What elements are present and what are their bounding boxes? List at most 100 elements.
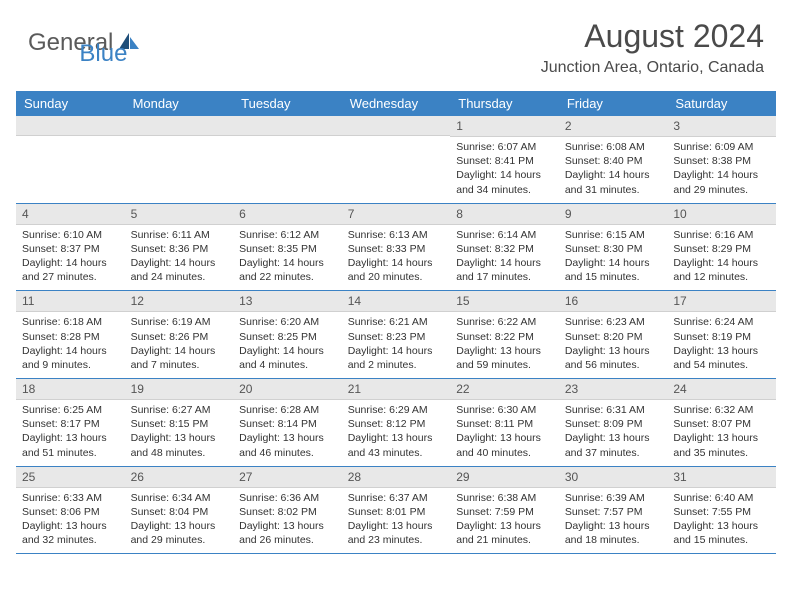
day-body: Sunrise: 6:19 AMSunset: 8:26 PMDaylight:… <box>125 312 234 378</box>
day-body: Sunrise: 6:08 AMSunset: 8:40 PMDaylight:… <box>559 137 668 203</box>
day-number: 25 <box>16 467 125 488</box>
day-cell-28: 28Sunrise: 6:37 AMSunset: 8:01 PMDayligh… <box>342 466 451 554</box>
day-number: 5 <box>125 204 234 225</box>
day-number: 17 <box>667 291 776 312</box>
day-body: Sunrise: 6:21 AMSunset: 8:23 PMDaylight:… <box>342 312 451 378</box>
day-number: 27 <box>233 467 342 488</box>
day-number: 26 <box>125 467 234 488</box>
day-body-empty <box>233 136 342 196</box>
empty-day <box>125 116 234 203</box>
weekday-sunday: Sunday <box>16 91 125 116</box>
day-number-empty <box>233 116 342 136</box>
location: Junction Area, Ontario, Canada <box>541 59 764 77</box>
weekday-header-row: SundayMondayTuesdayWednesdayThursdayFrid… <box>16 91 776 116</box>
day-number: 18 <box>16 379 125 400</box>
day-body: Sunrise: 6:30 AMSunset: 8:11 PMDaylight:… <box>450 400 559 466</box>
week-row: 18Sunrise: 6:25 AMSunset: 8:17 PMDayligh… <box>16 379 776 467</box>
day-number: 23 <box>559 379 668 400</box>
week-row: 25Sunrise: 6:33 AMSunset: 8:06 PMDayligh… <box>16 466 776 554</box>
day-cell-29: 29Sunrise: 6:38 AMSunset: 7:59 PMDayligh… <box>450 466 559 554</box>
day-cell-23: 23Sunrise: 6:31 AMSunset: 8:09 PMDayligh… <box>559 379 668 467</box>
day-cell-11: 11Sunrise: 6:18 AMSunset: 8:28 PMDayligh… <box>16 291 125 379</box>
day-cell-18: 18Sunrise: 6:25 AMSunset: 8:17 PMDayligh… <box>16 379 125 467</box>
day-number: 9 <box>559 204 668 225</box>
day-cell-14: 14Sunrise: 6:21 AMSunset: 8:23 PMDayligh… <box>342 291 451 379</box>
day-body: Sunrise: 6:31 AMSunset: 8:09 PMDaylight:… <box>559 400 668 466</box>
day-body: Sunrise: 6:36 AMSunset: 8:02 PMDaylight:… <box>233 488 342 554</box>
weekday-tuesday: Tuesday <box>233 91 342 116</box>
day-body-empty <box>125 136 234 196</box>
logo: General Blue <box>28 18 127 68</box>
day-number: 4 <box>16 204 125 225</box>
day-number: 14 <box>342 291 451 312</box>
day-cell-16: 16Sunrise: 6:23 AMSunset: 8:20 PMDayligh… <box>559 291 668 379</box>
title-block: August 2024 Junction Area, Ontario, Cana… <box>541 18 764 77</box>
day-number-empty <box>342 116 451 136</box>
day-number: 22 <box>450 379 559 400</box>
day-number: 21 <box>342 379 451 400</box>
day-number: 24 <box>667 379 776 400</box>
day-body: Sunrise: 6:13 AMSunset: 8:33 PMDaylight:… <box>342 225 451 291</box>
day-body: Sunrise: 6:37 AMSunset: 8:01 PMDaylight:… <box>342 488 451 554</box>
day-cell-21: 21Sunrise: 6:29 AMSunset: 8:12 PMDayligh… <box>342 379 451 467</box>
month-title: August 2024 <box>541 18 764 55</box>
day-cell-8: 8Sunrise: 6:14 AMSunset: 8:32 PMDaylight… <box>450 203 559 291</box>
day-body: Sunrise: 6:39 AMSunset: 7:57 PMDaylight:… <box>559 488 668 554</box>
day-number: 30 <box>559 467 668 488</box>
weekday-monday: Monday <box>125 91 234 116</box>
day-body: Sunrise: 6:10 AMSunset: 8:37 PMDaylight:… <box>16 225 125 291</box>
day-number: 19 <box>125 379 234 400</box>
day-cell-25: 25Sunrise: 6:33 AMSunset: 8:06 PMDayligh… <box>16 466 125 554</box>
day-number: 11 <box>16 291 125 312</box>
week-row: 4Sunrise: 6:10 AMSunset: 8:37 PMDaylight… <box>16 203 776 291</box>
day-body: Sunrise: 6:27 AMSunset: 8:15 PMDaylight:… <box>125 400 234 466</box>
day-cell-31: 31Sunrise: 6:40 AMSunset: 7:55 PMDayligh… <box>667 466 776 554</box>
day-body: Sunrise: 6:40 AMSunset: 7:55 PMDaylight:… <box>667 488 776 554</box>
day-cell-6: 6Sunrise: 6:12 AMSunset: 8:35 PMDaylight… <box>233 203 342 291</box>
weekday-saturday: Saturday <box>667 91 776 116</box>
day-number: 15 <box>450 291 559 312</box>
day-body: Sunrise: 6:25 AMSunset: 8:17 PMDaylight:… <box>16 400 125 466</box>
weekday-thursday: Thursday <box>450 91 559 116</box>
day-body: Sunrise: 6:14 AMSunset: 8:32 PMDaylight:… <box>450 225 559 291</box>
day-number: 20 <box>233 379 342 400</box>
day-cell-12: 12Sunrise: 6:19 AMSunset: 8:26 PMDayligh… <box>125 291 234 379</box>
day-body: Sunrise: 6:28 AMSunset: 8:14 PMDaylight:… <box>233 400 342 466</box>
day-number-empty <box>16 116 125 136</box>
day-cell-19: 19Sunrise: 6:27 AMSunset: 8:15 PMDayligh… <box>125 379 234 467</box>
day-cell-5: 5Sunrise: 6:11 AMSunset: 8:36 PMDaylight… <box>125 203 234 291</box>
day-body: Sunrise: 6:34 AMSunset: 8:04 PMDaylight:… <box>125 488 234 554</box>
day-cell-15: 15Sunrise: 6:22 AMSunset: 8:22 PMDayligh… <box>450 291 559 379</box>
day-number: 12 <box>125 291 234 312</box>
day-cell-3: 3Sunrise: 6:09 AMSunset: 8:38 PMDaylight… <box>667 116 776 203</box>
day-number: 8 <box>450 204 559 225</box>
day-cell-13: 13Sunrise: 6:20 AMSunset: 8:25 PMDayligh… <box>233 291 342 379</box>
day-cell-1: 1Sunrise: 6:07 AMSunset: 8:41 PMDaylight… <box>450 116 559 203</box>
day-number: 13 <box>233 291 342 312</box>
day-body: Sunrise: 6:16 AMSunset: 8:29 PMDaylight:… <box>667 225 776 291</box>
day-body: Sunrise: 6:33 AMSunset: 8:06 PMDaylight:… <box>16 488 125 554</box>
day-body: Sunrise: 6:07 AMSunset: 8:41 PMDaylight:… <box>450 137 559 203</box>
day-body: Sunrise: 6:38 AMSunset: 7:59 PMDaylight:… <box>450 488 559 554</box>
empty-day <box>342 116 451 203</box>
day-number: 16 <box>559 291 668 312</box>
day-cell-9: 9Sunrise: 6:15 AMSunset: 8:30 PMDaylight… <box>559 203 668 291</box>
day-number: 28 <box>342 467 451 488</box>
day-body: Sunrise: 6:15 AMSunset: 8:30 PMDaylight:… <box>559 225 668 291</box>
day-number: 1 <box>450 116 559 137</box>
day-cell-24: 24Sunrise: 6:32 AMSunset: 8:07 PMDayligh… <box>667 379 776 467</box>
day-cell-22: 22Sunrise: 6:30 AMSunset: 8:11 PMDayligh… <box>450 379 559 467</box>
day-cell-17: 17Sunrise: 6:24 AMSunset: 8:19 PMDayligh… <box>667 291 776 379</box>
day-cell-20: 20Sunrise: 6:28 AMSunset: 8:14 PMDayligh… <box>233 379 342 467</box>
empty-day <box>16 116 125 203</box>
day-body: Sunrise: 6:12 AMSunset: 8:35 PMDaylight:… <box>233 225 342 291</box>
weekday-friday: Friday <box>559 91 668 116</box>
day-cell-2: 2Sunrise: 6:08 AMSunset: 8:40 PMDaylight… <box>559 116 668 203</box>
day-cell-4: 4Sunrise: 6:10 AMSunset: 8:37 PMDaylight… <box>16 203 125 291</box>
day-body: Sunrise: 6:29 AMSunset: 8:12 PMDaylight:… <box>342 400 451 466</box>
day-body: Sunrise: 6:24 AMSunset: 8:19 PMDaylight:… <box>667 312 776 378</box>
day-body: Sunrise: 6:32 AMSunset: 8:07 PMDaylight:… <box>667 400 776 466</box>
day-body: Sunrise: 6:23 AMSunset: 8:20 PMDaylight:… <box>559 312 668 378</box>
day-body: Sunrise: 6:20 AMSunset: 8:25 PMDaylight:… <box>233 312 342 378</box>
week-row: 1Sunrise: 6:07 AMSunset: 8:41 PMDaylight… <box>16 116 776 203</box>
